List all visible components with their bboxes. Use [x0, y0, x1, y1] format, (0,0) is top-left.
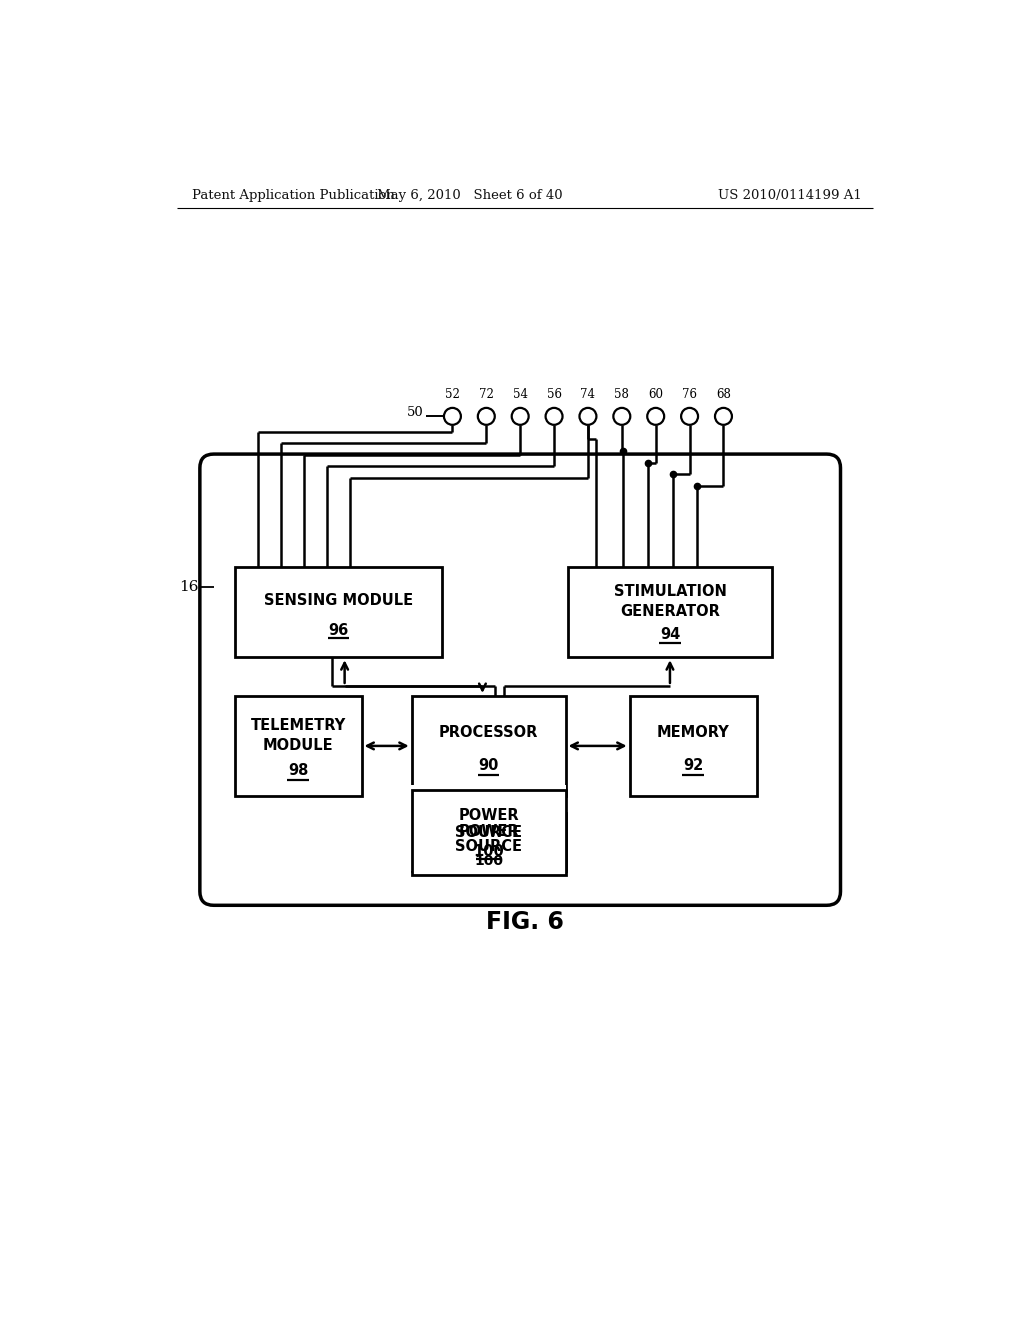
- Text: SENSING MODULE: SENSING MODULE: [264, 593, 413, 607]
- Text: 100: 100: [473, 843, 504, 859]
- Text: PROCESSOR: PROCESSOR: [439, 726, 539, 741]
- Bar: [630, 696, 757, 796]
- FancyBboxPatch shape: [200, 454, 841, 906]
- Text: GENERATOR: GENERATOR: [620, 605, 720, 619]
- Text: 60: 60: [648, 388, 664, 401]
- Circle shape: [613, 408, 631, 425]
- Bar: [234, 566, 442, 657]
- Text: MODULE: MODULE: [263, 738, 334, 754]
- Text: US 2010/0114199 A1: US 2010/0114199 A1: [718, 189, 862, 202]
- Text: MEMORY: MEMORY: [656, 726, 729, 741]
- Circle shape: [715, 408, 732, 425]
- Text: 90: 90: [478, 759, 499, 774]
- Text: 100: 100: [474, 854, 503, 867]
- Circle shape: [647, 408, 665, 425]
- Text: May 6, 2010   Sheet 6 of 40: May 6, 2010 Sheet 6 of 40: [377, 189, 562, 202]
- Circle shape: [512, 408, 528, 425]
- Text: SOURCE: SOURCE: [455, 840, 522, 854]
- Text: POWER: POWER: [459, 824, 519, 840]
- Text: STIMULATION: STIMULATION: [613, 585, 726, 599]
- Circle shape: [478, 408, 495, 425]
- Text: 94: 94: [659, 627, 680, 642]
- Bar: [412, 813, 565, 871]
- Bar: [412, 789, 565, 875]
- Text: 50: 50: [407, 407, 423, 418]
- Text: POWER: POWER: [459, 808, 519, 822]
- Text: 56: 56: [547, 388, 561, 401]
- Circle shape: [546, 408, 562, 425]
- Bar: [568, 566, 772, 657]
- Text: FIG. 6: FIG. 6: [485, 911, 564, 935]
- Circle shape: [444, 408, 461, 425]
- Text: 16: 16: [179, 579, 199, 594]
- Text: 68: 68: [716, 388, 731, 401]
- Bar: [234, 696, 361, 796]
- Text: 52: 52: [445, 388, 460, 401]
- Text: TELEMETRY: TELEMETRY: [251, 718, 346, 734]
- Text: 96: 96: [329, 623, 348, 638]
- Text: 54: 54: [513, 388, 527, 401]
- Text: 92: 92: [683, 759, 703, 774]
- Circle shape: [580, 408, 596, 425]
- Text: 98: 98: [288, 763, 308, 779]
- Text: 74: 74: [581, 388, 595, 401]
- Text: 72: 72: [479, 388, 494, 401]
- Bar: [412, 696, 565, 796]
- Text: 58: 58: [614, 388, 630, 401]
- Text: SOURCE: SOURCE: [455, 825, 522, 840]
- Circle shape: [681, 408, 698, 425]
- Bar: [411, 785, 566, 871]
- Text: Patent Application Publication: Patent Application Publication: [193, 189, 395, 202]
- Text: 76: 76: [682, 388, 697, 401]
